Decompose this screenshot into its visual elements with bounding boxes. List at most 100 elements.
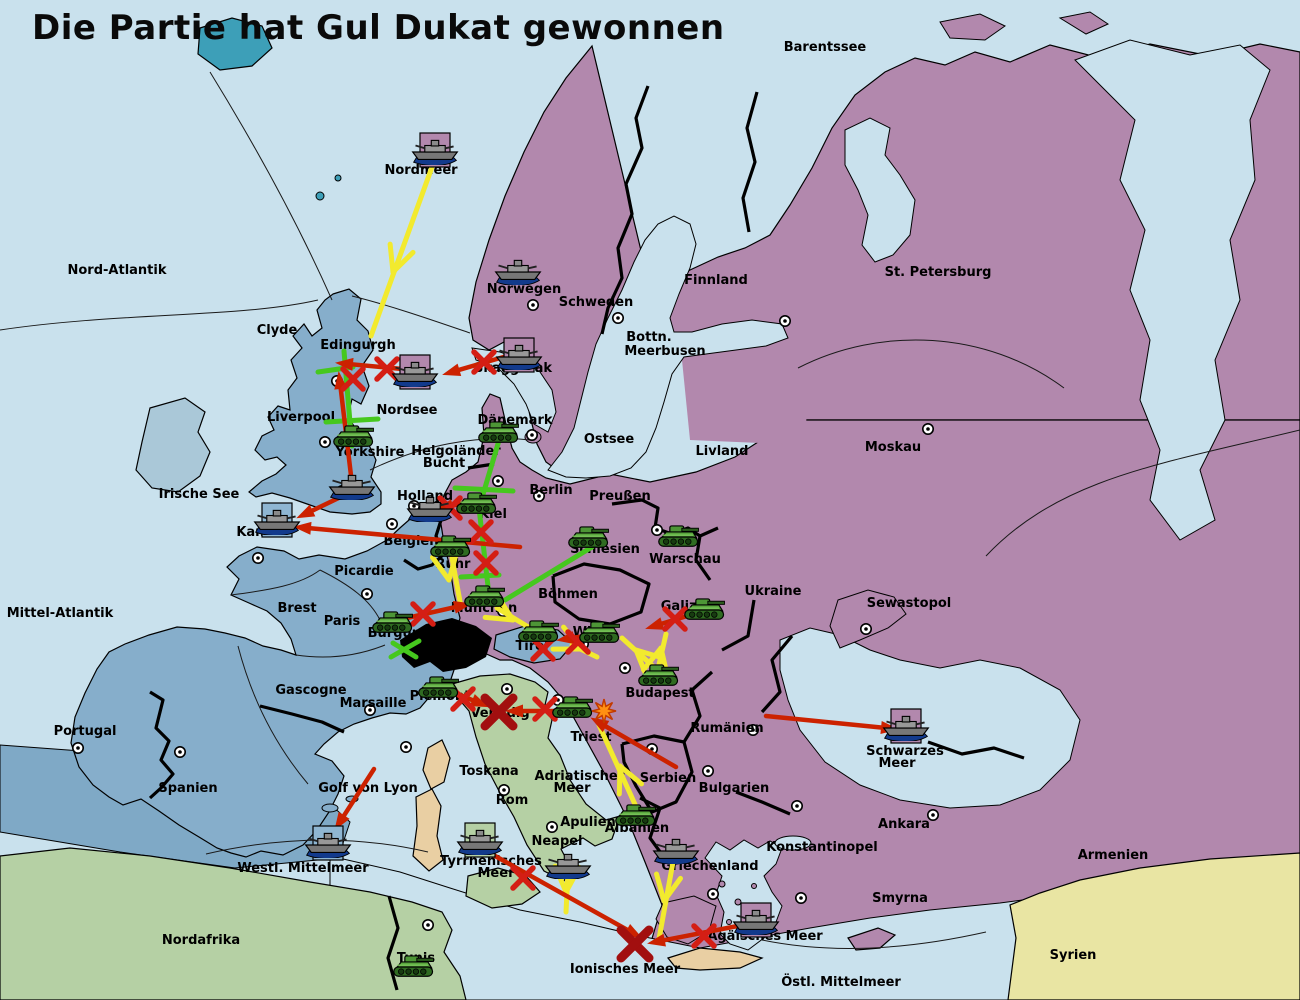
support-arrow — [429, 550, 464, 610]
fleet-unit[interactable] — [882, 708, 930, 744]
supply-centers — [72, 298, 939, 931]
fleet-unit[interactable] — [411, 132, 459, 168]
map-label: Gascogne — [275, 683, 346, 698]
map-label: Bucht — [423, 456, 465, 471]
sea-black — [779, 627, 1081, 809]
fleet-unit[interactable] — [391, 354, 439, 390]
map-label: Nordsee — [377, 403, 438, 418]
landmass-north-africa — [0, 847, 467, 1000]
map-label: Portugal — [54, 724, 117, 739]
map-label: Bulgarien — [699, 781, 770, 796]
island-north — [1058, 11, 1110, 35]
island — [315, 191, 325, 201]
supply-center-icon — [500, 682, 513, 695]
map-label: Schwarzes — [866, 744, 944, 759]
fail-x-icon — [340, 366, 366, 392]
supply-center-icon — [385, 517, 398, 530]
supply-center-icon — [794, 891, 807, 904]
fleet-unit[interactable] — [253, 502, 301, 538]
fail-x-icon — [410, 601, 436, 627]
map-label: Syrien — [1050, 948, 1097, 963]
map-label: Meer — [478, 866, 516, 881]
support-arrow — [368, 164, 435, 339]
map-title: Die Partie hat Gul Dukat gewonnen — [32, 8, 725, 48]
explosion-icon — [591, 698, 617, 724]
move-success-arrow — [452, 485, 516, 494]
map-label: Meer — [554, 781, 592, 796]
map-label: Ukraine — [745, 584, 802, 599]
map-label: Schweden — [559, 295, 634, 310]
supply-center-icon — [252, 551, 265, 564]
crimea — [829, 589, 907, 649]
impassable-switzerland — [400, 618, 492, 672]
map-label: Mittel-Atlantik — [7, 606, 114, 621]
fail-x-icon — [616, 925, 654, 963]
attack-arrow — [293, 521, 523, 550]
move-success-arrow — [458, 572, 502, 580]
island — [334, 174, 342, 182]
map-label: Armenien — [1078, 848, 1149, 863]
map-label: Ionisches Meer — [570, 962, 681, 977]
support-arrow — [596, 722, 645, 814]
map-label: St. Petersburg — [885, 265, 992, 280]
landmass-syria — [1007, 852, 1300, 1000]
island-balearic — [321, 803, 339, 813]
supply-center-icon — [72, 741, 85, 754]
supply-center-icon — [545, 820, 558, 833]
map-label: Barentssee — [784, 40, 867, 55]
map-label: Östl. Mittelmeer — [781, 974, 901, 990]
map-label: Toskana — [459, 764, 518, 779]
map-label: Clyde — [257, 323, 298, 338]
map-label: Liverpool — [267, 410, 335, 425]
map-label: Serbien — [640, 771, 696, 786]
supply-center-icon — [525, 428, 538, 441]
map-label: Spanien — [158, 781, 217, 796]
supply-center-icon — [701, 764, 714, 777]
supply-center-icon — [363, 703, 376, 716]
supply-center-icon — [618, 661, 631, 674]
map-label: Smyrna — [872, 891, 928, 906]
map-label: Apulien — [560, 815, 616, 830]
map-label: Brest — [277, 601, 316, 616]
map-label: Meer — [879, 756, 917, 771]
map-label: Helgoländer — [411, 444, 501, 459]
fail-x-icon — [471, 349, 497, 375]
fleet-unit[interactable] — [495, 337, 543, 373]
supply-center-icon — [926, 808, 939, 821]
island — [751, 883, 757, 889]
map-label: Tyrrhenisches — [440, 854, 542, 869]
map-label: Golf von Lyon — [318, 781, 418, 796]
fleet-unit[interactable] — [456, 822, 504, 858]
island — [718, 880, 726, 888]
supply-center-icon — [746, 723, 759, 736]
supply-center-icon — [421, 918, 434, 931]
move-success-arrow — [502, 544, 595, 603]
map-label: Marsaille — [340, 696, 407, 711]
map-label: Rumänien — [690, 721, 763, 736]
sea-white — [844, 117, 916, 263]
move-success-arrow — [476, 505, 492, 598]
units — [253, 132, 930, 977]
fail-x-icon — [468, 519, 494, 545]
move-success-arrow — [323, 416, 381, 425]
landmass-italy — [451, 673, 621, 882]
map-label: Westl. Mittelmeer — [237, 861, 369, 876]
map-label: Ankara — [878, 817, 930, 832]
island-iceland — [197, 17, 273, 71]
island-north — [939, 13, 1006, 41]
map-label: Böhmen — [538, 587, 598, 602]
fleet-unit[interactable] — [732, 902, 780, 938]
map-label: Nordafrika — [162, 933, 240, 948]
supply-center-icon — [650, 523, 663, 536]
island-corsica — [422, 739, 451, 790]
sea-zone-lines — [0, 71, 1300, 949]
map-label: Paris — [324, 614, 361, 629]
fail-x-icon — [473, 550, 499, 576]
national-borders — [148, 85, 1025, 991]
fleet-unit[interactable] — [304, 825, 352, 861]
fail-x-icon — [480, 693, 518, 731]
supply-center-icon — [611, 311, 624, 324]
supply-center-icon — [790, 799, 803, 812]
